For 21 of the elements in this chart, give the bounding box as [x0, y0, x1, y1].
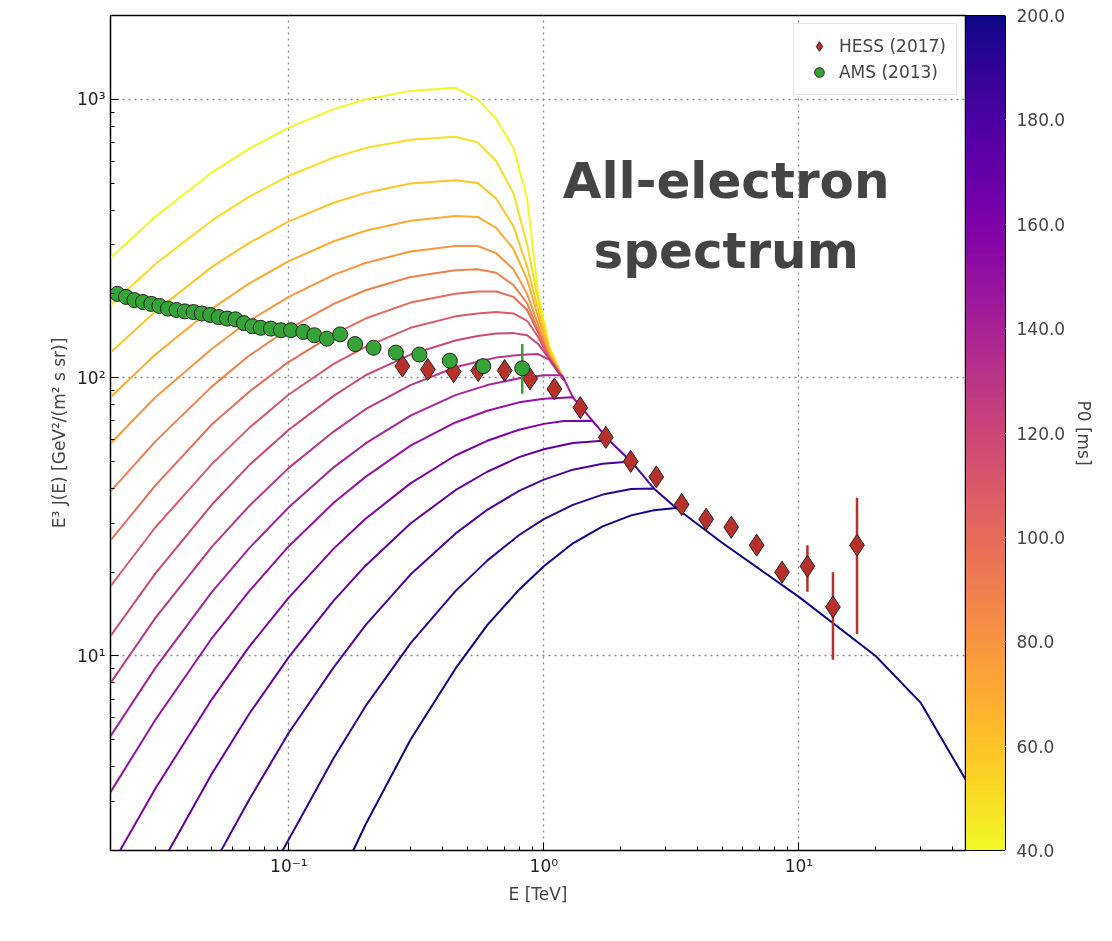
y-tick-label: 10²: [77, 367, 106, 388]
color-bar-title: P0 [ms]: [1073, 400, 1094, 466]
y-axis-title: E³ J(E) [GeV²/(m² s sr)]: [49, 337, 70, 529]
x-tick-label: 10⁰: [529, 855, 559, 876]
color-bar-label: 80.0: [1016, 632, 1055, 653]
legend-label: AMS (2013): [838, 62, 938, 82]
color-bar-label: 100.0: [1016, 527, 1066, 548]
color-bar-label: 120.0: [1016, 423, 1066, 444]
color-bar-label: 40.0: [1016, 841, 1055, 861]
color-bar-label: 180.0: [1016, 110, 1066, 131]
y-tick-label: 10¹: [77, 645, 106, 666]
legend-label: HESS (2017): [838, 36, 946, 56]
color-bar-label: 140.0: [1016, 319, 1066, 340]
color-bar-label: 60.0: [1016, 736, 1055, 757]
x-tick-label: 10¹: [784, 855, 814, 876]
y-tick-label: 10³: [77, 89, 106, 110]
x-axis-title: E [TeV]: [508, 883, 568, 904]
x-tick-label: 10⁻¹: [270, 855, 308, 876]
annotation: All-electron spectrum: [562, 152, 890, 280]
color-bar-label: 160.0: [1016, 214, 1066, 235]
color-bar-label: 200.0: [1016, 6, 1066, 26]
